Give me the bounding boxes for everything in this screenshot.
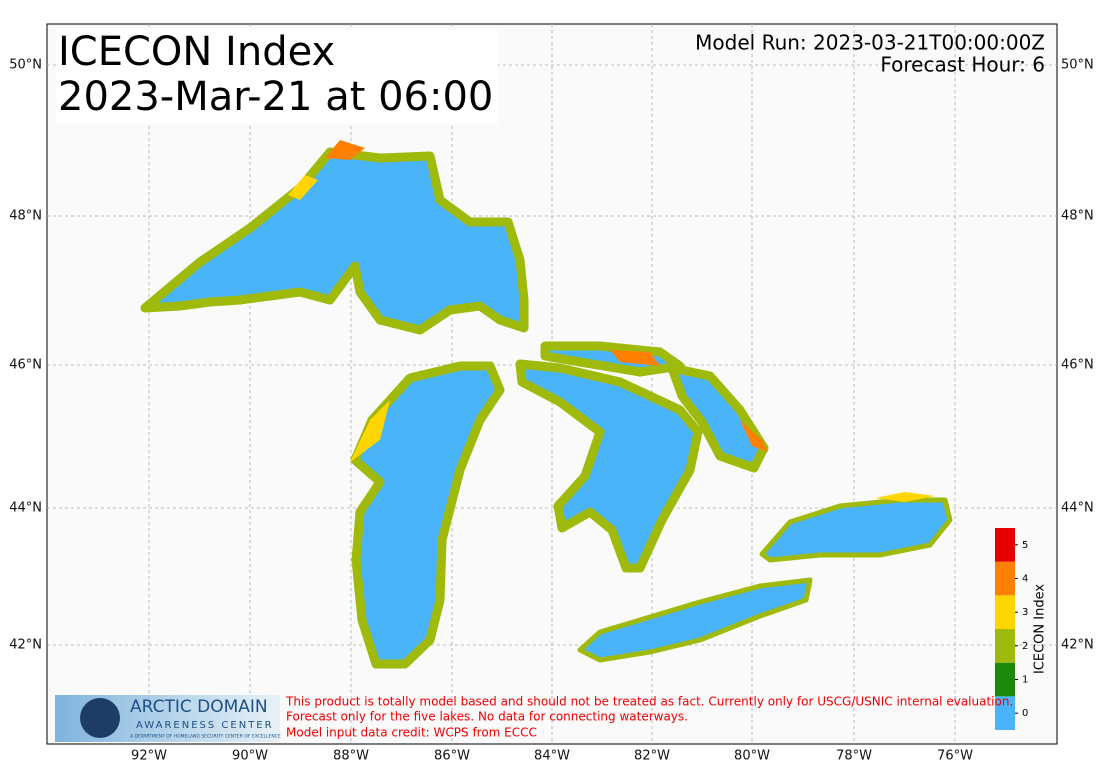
- title: ICECON Index: [58, 29, 335, 75]
- ice-zone: [740, 420, 768, 452]
- colorbar-label: ICECON Index: [1033, 584, 1048, 674]
- longitude-label: 76°W: [937, 749, 973, 764]
- colorbar-tick-label: 0: [1022, 708, 1028, 719]
- latitude-label: 42°N: [9, 638, 42, 653]
- colorbar-tick-label: 3: [1022, 607, 1028, 618]
- lake-ontario: [759, 497, 953, 563]
- longitude-label: 82°W: [634, 749, 670, 764]
- longitude-label: 80°W: [734, 749, 770, 764]
- colorbar-segment: [995, 696, 1015, 730]
- latitude-label: 46°N: [9, 358, 42, 373]
- graticule: 92°W 90°W 88°W 86°W 84°W 82°W 80°W 78°W 76°W 50°N…: [9, 24, 1094, 764]
- colorbar-segment: [995, 662, 1015, 697]
- ice-zone: [610, 350, 660, 366]
- longitude-label: 92°W: [131, 749, 167, 764]
- lake-huron: [515, 359, 703, 573]
- ice-zone: [350, 400, 390, 462]
- title: 2023-Mar-21 at 06:00: [58, 74, 493, 120]
- disclaimer: This product is totally model based and …: [285, 695, 1013, 709]
- lakes: [140, 140, 953, 669]
- ice-zone: [875, 492, 935, 502]
- model-run: Model Run: 2023-03-21T00:00:00Z: [695, 31, 1045, 55]
- logo-name: ARCTIC DOMAIN: [130, 697, 268, 717]
- ice-zone: [288, 175, 318, 200]
- disclaimer: Model input data credit: WCPS from ECCC: [286, 726, 537, 740]
- colorbar-segment: [995, 528, 1015, 562]
- longitude-label: 90°W: [232, 749, 268, 764]
- logo: ARCTIC DOMAIN AWARENESS CENTER A DEPARTM…: [55, 695, 281, 742]
- latitude-label: 44°N: [1061, 501, 1094, 516]
- longitude-label: 88°W: [333, 749, 369, 764]
- colorbar-segment: [995, 595, 1015, 629]
- logo-subtitle: AWARENESS CENTER: [136, 720, 274, 731]
- disclaimer: Forecast only for the five lakes. No dat…: [286, 710, 688, 724]
- colorbar-tick-label: 4: [1022, 574, 1028, 585]
- logo-globe: [80, 698, 120, 738]
- forecast-hour: Forecast Hour: 6: [880, 53, 1045, 77]
- title-box: [56, 30, 498, 124]
- lake-michigan: [350, 361, 505, 669]
- latitude-label: 46°N: [1061, 358, 1094, 373]
- colorbar-tick-label: 5: [1022, 540, 1028, 551]
- latitude-label: 42°N: [1061, 638, 1094, 653]
- georgian-bay: [667, 363, 769, 473]
- lake-erie: [577, 577, 813, 663]
- latitude-label: 48°N: [1061, 209, 1094, 224]
- longitude-label: 86°W: [434, 749, 470, 764]
- colorbar-segment: [995, 561, 1015, 596]
- logo-tagline: A DEPARTMENT OF HOMELAND SECURITY CENTER…: [130, 734, 281, 740]
- colorbar-tick-label: 2: [1022, 641, 1028, 652]
- ice-zone: [325, 140, 365, 160]
- longitude-label: 78°W: [836, 749, 872, 764]
- latitude-label: 50°N: [9, 58, 42, 73]
- longitude-label: 84°W: [534, 749, 570, 764]
- latitude-label: 50°N: [1061, 58, 1094, 73]
- colorbar: 0 1 2 3 4 5: [995, 528, 1028, 730]
- colorbar-segment: [995, 629, 1015, 663]
- latitude-label: 48°N: [9, 209, 42, 224]
- colorbar-tick-label: 1: [1022, 675, 1028, 686]
- latitude-label: 44°N: [9, 501, 42, 516]
